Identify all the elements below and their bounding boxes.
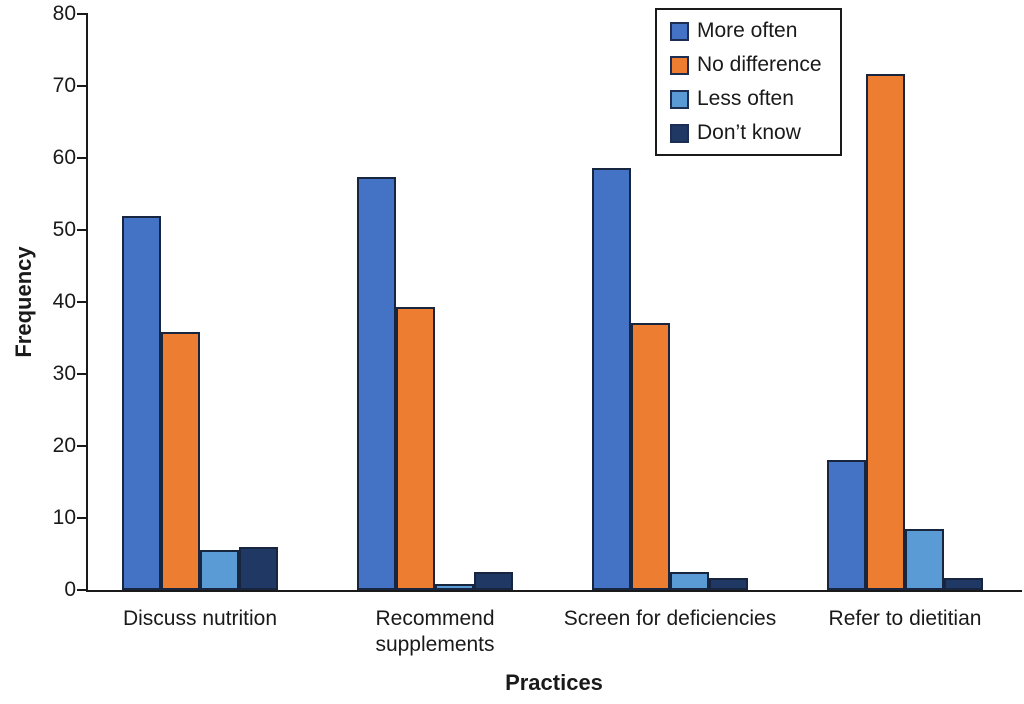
bar-less-often (200, 549, 239, 590)
legend-swatch-icon (670, 89, 689, 109)
legend-swatch-icon (670, 123, 689, 143)
y-tick-label: 0 (64, 578, 76, 601)
y-tick-mark (77, 517, 86, 519)
x-axis-line (86, 590, 1022, 592)
bar-more-often (592, 168, 632, 590)
y-tick-label: 10 (52, 506, 76, 529)
bar-don-t-know (943, 577, 983, 590)
legend-swatch-icon (670, 55, 689, 75)
legend-label: Less often (697, 87, 794, 110)
y-tick-label: 50 (52, 218, 76, 241)
bar-less-often (905, 528, 944, 590)
y-tick-mark (77, 13, 86, 15)
y-tick-mark (77, 589, 86, 591)
bar-no-difference (866, 73, 905, 590)
x-category-label: Screen for deficiencies (563, 607, 777, 630)
y-tick-mark (77, 301, 86, 303)
bar-don-t-know (708, 577, 748, 590)
legend-label: Don’t know (697, 121, 801, 144)
legend-label: No difference (697, 53, 822, 76)
y-tick-label: 40 (52, 290, 76, 313)
legend-item: No difference (670, 54, 836, 76)
y-tick-mark (77, 445, 86, 447)
legend-swatch-icon (670, 21, 689, 41)
bar-more-often (122, 215, 162, 590)
bar-no-difference (161, 332, 200, 590)
bar-don-t-know (473, 572, 513, 590)
y-tick-label: 60 (52, 146, 76, 169)
bar-less-often (435, 583, 474, 590)
x-axis-title: Practices (505, 670, 603, 695)
bar-more-often (827, 460, 867, 590)
legend-label: More often (697, 19, 798, 42)
y-tick-label: 30 (52, 362, 76, 385)
y-tick-mark (77, 85, 86, 87)
y-tick-mark (77, 157, 86, 159)
y-tick-label: 20 (52, 434, 76, 457)
legend-item: Less often (670, 88, 836, 110)
bar-no-difference (631, 322, 670, 590)
y-tick-label: 80 (52, 2, 76, 25)
bar-no-difference (396, 307, 435, 590)
x-category-label: Recommend supplements (375, 607, 495, 656)
legend: More often No difference Less often Don’t k… (655, 8, 842, 156)
bar-less-often (670, 572, 709, 590)
y-tick-mark (77, 373, 86, 375)
x-category-label: Discuss nutrition (122, 607, 278, 630)
y-axis-line (86, 13, 88, 592)
y-tick-mark (77, 229, 86, 231)
x-category-label: Refer to dietitian (828, 607, 982, 630)
bar-don-t-know (238, 546, 278, 590)
bar-more-often (357, 177, 397, 590)
legend-item: Don’t know (670, 122, 836, 144)
y-tick-label: 70 (52, 74, 76, 97)
legend-item: More often (670, 20, 836, 42)
